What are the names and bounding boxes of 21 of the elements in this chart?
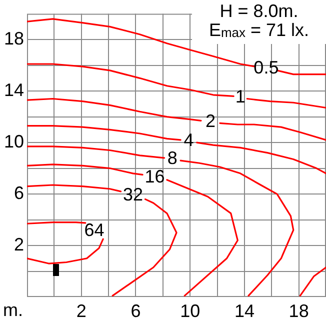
x-tick-label: 10 xyxy=(180,300,200,321)
series-label: 64 xyxy=(84,220,104,240)
y-tick-label: 10 xyxy=(4,131,24,152)
y-tick-label: 2 xyxy=(14,234,24,254)
x-tick-label: 2 xyxy=(76,300,86,321)
x-axis-title: m. xyxy=(3,300,23,321)
x-tick-label: 14 xyxy=(234,300,254,321)
series-label: 8 xyxy=(167,148,178,168)
y-tick-label: 6 xyxy=(14,182,24,203)
annotation: E$_{max}$ = 71 lx. xyxy=(208,20,310,42)
series-label: 4 xyxy=(184,130,194,150)
y-tick-label: 18 xyxy=(4,28,24,49)
x-tick-label: 6 xyxy=(130,300,141,321)
series-label: 32 xyxy=(122,184,144,204)
series-label: 16 xyxy=(144,166,165,186)
series-label: 1 xyxy=(235,86,246,106)
x-tick-label: 18 xyxy=(288,300,309,321)
y-tick-label: 14 xyxy=(4,80,24,100)
series-label: 0.5 xyxy=(254,57,279,78)
series-label: 2 xyxy=(205,110,216,131)
annotation: H = 8.0m. xyxy=(218,1,300,21)
